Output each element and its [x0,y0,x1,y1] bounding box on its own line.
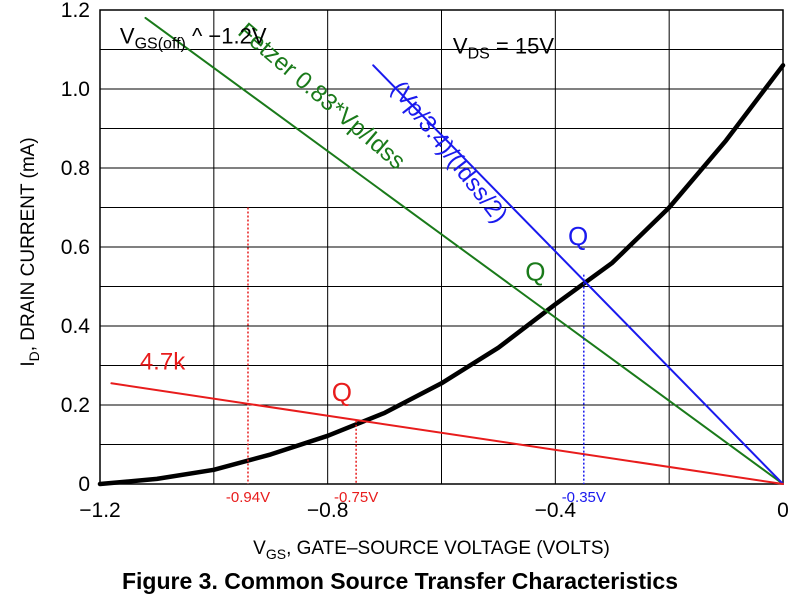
q-point: Q [525,257,545,287]
y-tick-label: 1.2 [61,0,90,22]
x-tick-label: −1.2 [79,499,120,522]
figure-caption: Figure 3. Common Source Transfer Charact… [121,568,678,594]
transfer-characteristics-chart: 00.20.40.60.81.01.2−1.2 −0.8 −0.4 0 -0.94V -… [18,0,789,562]
series-lines [97,16,786,487]
series-label: 4.7k [140,348,186,375]
load-line-vp-3-4-idss-2 [372,64,784,485]
y-tick-label: 0.2 [61,394,90,417]
annotation: VDS = 15V [453,33,554,62]
vertical-markers: -0.94V -0.75V -0.35V [226,207,606,506]
load-line-4-7k [110,382,784,485]
x-tick-label: 0 [777,499,789,522]
annotations: VGS(off) ^ −1.2V VDS = 15V [120,24,554,63]
x-tick-label: −0.8 [307,499,348,522]
series-labels: Fetzer 0.83*Vp/Idss(Vp/3.4)/(Idss/2)4.7k [140,18,513,376]
marker-label: -0.35V [562,489,606,506]
x-axis-title: VGS, GATE–SOURCE VOLTAGE (VOLTS) [253,538,610,562]
y-tick-label: 0.8 [61,157,90,180]
grid [99,9,784,485]
marker-label: -0.94V [226,489,270,506]
y-tick-label: 1.0 [61,78,90,101]
tick-labels: 0 0.2 0.4 0.6 0.8 1.0 1.2 −1.2 −0.8 −0.4 0 [61,0,789,522]
q-point: Q [568,221,588,251]
marker-label: -0.75V [334,489,378,506]
q-point: Q [332,377,352,407]
q-point-labels: QQQ [332,221,588,407]
y-tick-label: 0 [78,473,90,496]
y-axis-title: ID, DRAIN CURRENT (mA) [18,137,42,366]
load-line-fetzer-0-83-vp-idss [144,16,784,485]
annotation: VGS(off) ^ −1.2V [120,24,267,53]
y-tick-label: 0.6 [61,236,90,259]
y-tick-label: 0.4 [61,315,91,338]
transfer-curve [97,63,786,487]
x-tick-label: −0.4 [535,499,577,522]
axis-titles: VGS, GATE–SOURCE VOLTAGE (VOLTS) ID, DRAI… [18,137,610,562]
